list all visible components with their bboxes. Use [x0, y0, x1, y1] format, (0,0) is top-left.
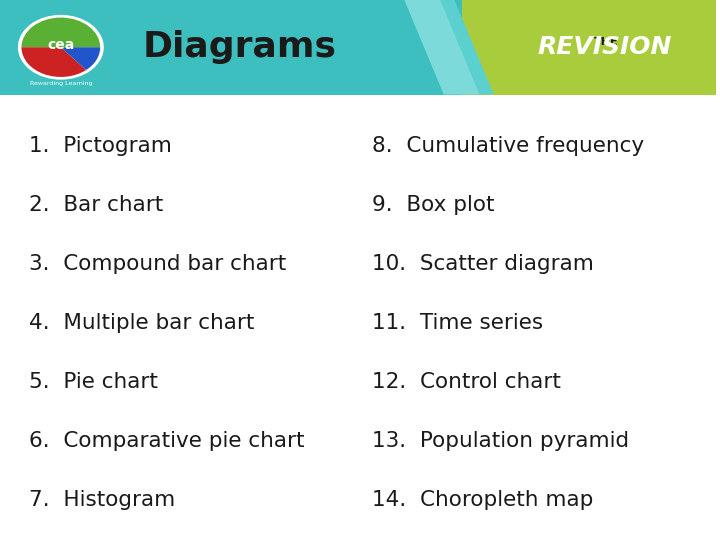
Text: REVISION: REVISION [538, 35, 672, 59]
FancyBboxPatch shape [0, 0, 716, 94]
Polygon shape [429, 0, 494, 94]
Text: Rewarding Learning: Rewarding Learning [30, 81, 92, 86]
Polygon shape [405, 0, 480, 94]
Text: cea: cea [48, 38, 74, 51]
Text: 12.  Control chart: 12. Control chart [372, 372, 561, 392]
Text: Diagrams: Diagrams [143, 30, 337, 64]
FancyBboxPatch shape [462, 0, 716, 94]
Wedge shape [60, 47, 100, 70]
Text: 8.  Cumulative frequency: 8. Cumulative frequency [372, 136, 644, 156]
Text: THE: THE [594, 37, 618, 47]
Text: 4.  Multiple bar chart: 4. Multiple bar chart [29, 313, 254, 333]
Circle shape [18, 15, 104, 79]
Text: 11.  Time series: 11. Time series [372, 313, 544, 333]
Text: 9.  Box plot: 9. Box plot [372, 194, 495, 214]
Text: 5.  Pie chart: 5. Pie chart [29, 372, 158, 392]
Text: 3.  Compound bar chart: 3. Compound bar chart [29, 254, 286, 274]
Text: 6.  Comparative pie chart: 6. Comparative pie chart [29, 431, 304, 451]
Wedge shape [22, 47, 86, 77]
Text: 1.  Pictogram: 1. Pictogram [29, 136, 171, 156]
Text: 14.  Choropleth map: 14. Choropleth map [372, 490, 593, 510]
Text: 2.  Bar chart: 2. Bar chart [29, 194, 163, 214]
Text: 7.  Histogram: 7. Histogram [29, 490, 175, 510]
Text: 10.  Scatter diagram: 10. Scatter diagram [372, 254, 594, 274]
Text: 13.  Population pyramid: 13. Population pyramid [372, 431, 629, 451]
Wedge shape [22, 17, 100, 47]
